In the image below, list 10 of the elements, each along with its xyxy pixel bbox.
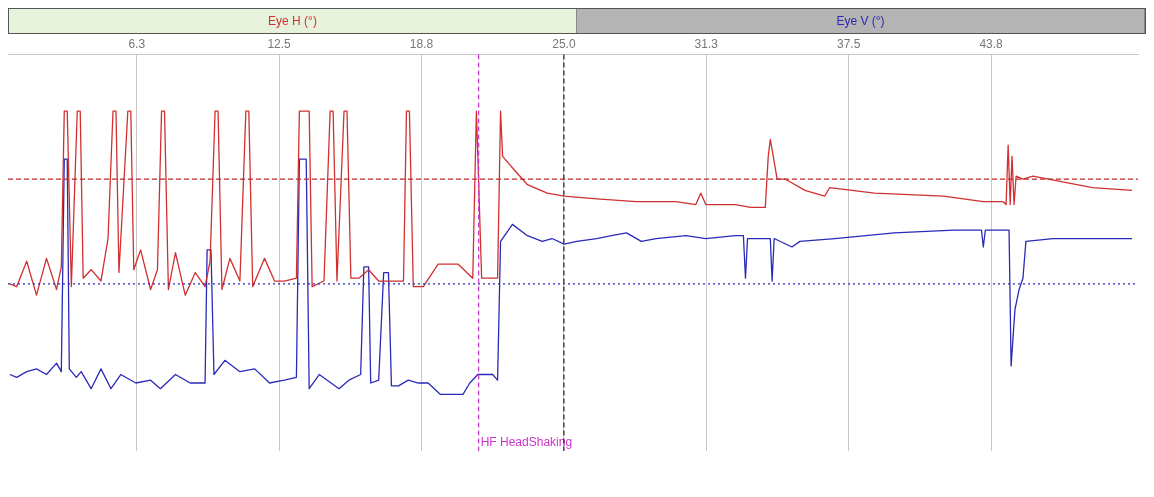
x-tick-label: 43.8 — [979, 36, 1004, 51]
x-tick-label: 37.5 — [836, 36, 861, 51]
ref-line-label: HF HeadShaking — [480, 435, 573, 450]
x-tick-label: 31.3 — [694, 36, 719, 51]
x-tick-label: 18.8 — [409, 36, 434, 51]
text: Eye V (°) — [836, 14, 885, 28]
x-tick-label: 6.3 — [128, 36, 146, 51]
x-tick-label: 12.5 — [267, 36, 292, 51]
x-tick-label: 25.0 — [552, 36, 576, 51]
text: Eye H (°) — [268, 14, 317, 28]
